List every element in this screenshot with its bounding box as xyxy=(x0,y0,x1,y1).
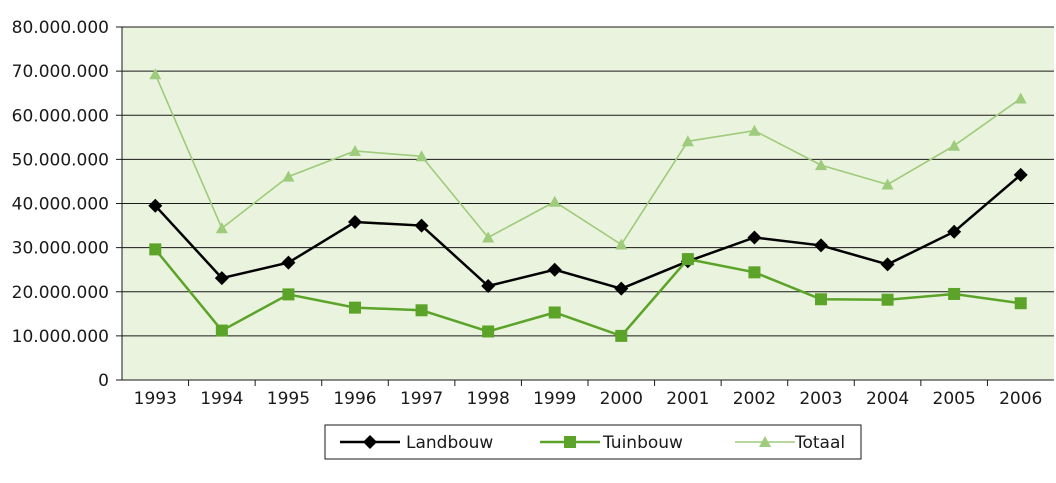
data-point-totaal xyxy=(149,68,162,80)
data-point-tuinbouw xyxy=(215,324,228,337)
data-point-tuinbouw xyxy=(415,304,428,317)
plot-area: 0 10.000.000 20.000.000 30.000.000 40.000.00… xyxy=(12,18,1054,409)
data-point-landbouw xyxy=(614,281,629,296)
data-point-landbouw xyxy=(747,230,762,245)
data-point-totaal xyxy=(948,139,961,151)
y-tick-label: 70.000.000 xyxy=(12,62,109,82)
x-tick-label: 1996 xyxy=(333,389,376,409)
y-tick-label: 30.000.000 xyxy=(12,239,109,259)
x-tick-label: 2001 xyxy=(666,389,709,409)
data-point-tuinbouw xyxy=(948,287,961,300)
x-tick-label: 2000 xyxy=(600,389,643,409)
x-tick-label: 2003 xyxy=(799,389,842,409)
y-tick-label: 50.000.000 xyxy=(12,150,109,170)
data-point-landbouw xyxy=(414,218,429,233)
y-tick-label: 10.000.000 xyxy=(12,327,109,347)
data-point-totaal xyxy=(615,238,628,250)
y-tick-label: 80.000.000 xyxy=(12,18,109,38)
legend-marker-landbouw xyxy=(363,435,377,449)
x-tick-label: 2002 xyxy=(733,389,776,409)
data-point-tuinbouw xyxy=(615,329,628,342)
legend: Landbouw Tuinbouw Totaal xyxy=(324,424,862,460)
legend-marker-tuinbouw xyxy=(564,436,576,448)
data-point-tuinbouw xyxy=(681,253,694,266)
x-tick-label: 1997 xyxy=(400,389,443,409)
data-point-landbouw xyxy=(547,262,562,277)
series-line-tuinbouw xyxy=(154,248,1021,338)
data-point-totaal xyxy=(815,159,827,171)
data-point-landbouw xyxy=(814,238,828,253)
data-point-totaal xyxy=(482,231,495,243)
y-tick-label: 20.000.000 xyxy=(12,283,109,303)
x-tick-label: 2004 xyxy=(866,389,909,409)
data-point-totaal xyxy=(1014,92,1027,104)
data-point-tuinbouw xyxy=(881,293,894,306)
data-point-tuinbouw xyxy=(482,325,495,338)
data-point-landbouw xyxy=(148,198,163,213)
x-tick-label: 1999 xyxy=(533,389,576,409)
x-tick-label: 1994 xyxy=(200,389,243,409)
data-point-landbouw xyxy=(481,279,496,294)
data-point-tuinbouw xyxy=(548,306,561,319)
x-tick-label: 1993 xyxy=(134,389,177,409)
x-tick-label: 2006 xyxy=(999,389,1042,409)
data-point-landbouw xyxy=(947,224,962,239)
data-point-totaal xyxy=(548,195,561,207)
data-point-landbouw xyxy=(281,255,296,270)
data-point-landbouw xyxy=(214,271,229,286)
y-tick-label: 0 xyxy=(98,371,109,391)
legend-label-landbouw: Landbouw xyxy=(406,433,493,453)
y-tick-label: 40.000.000 xyxy=(12,195,109,215)
legend-label-totaal: Totaal xyxy=(794,433,845,453)
x-tick-label: 1995 xyxy=(267,389,310,409)
data-point-tuinbouw xyxy=(149,243,162,256)
data-point-totaal xyxy=(415,150,428,162)
legend-marker-totaal xyxy=(759,436,771,447)
data-point-landbouw xyxy=(348,215,362,230)
y-tick-label: 60.000.000 xyxy=(12,106,109,126)
legend-label-tuinbouw: Tuinbouw xyxy=(602,433,683,453)
series-line-totaal xyxy=(154,73,1022,246)
data-point-totaal xyxy=(748,124,761,136)
data-point-landbouw xyxy=(880,257,895,272)
x-tick-label: 1998 xyxy=(467,389,510,409)
data-point-tuinbouw xyxy=(748,266,761,279)
data-point-totaal xyxy=(215,222,228,234)
x-tick-label: 2005 xyxy=(933,389,976,409)
data-point-landbouw xyxy=(1013,167,1028,182)
data-point-tuinbouw xyxy=(349,301,361,314)
data-point-totaal xyxy=(282,170,295,182)
data-point-tuinbouw xyxy=(815,293,827,306)
data-point-totaal xyxy=(881,178,894,190)
series-line-landbouw xyxy=(154,173,1022,290)
data-point-totaal xyxy=(349,144,361,156)
data-point-tuinbouw xyxy=(1014,297,1027,310)
data-point-tuinbouw xyxy=(282,288,295,301)
data-point-totaal xyxy=(681,135,694,147)
